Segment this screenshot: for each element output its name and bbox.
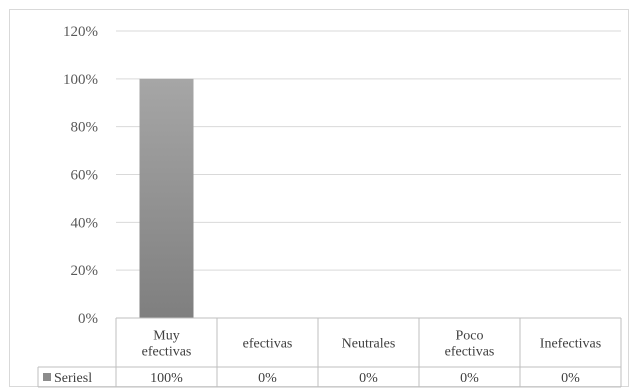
series-name: Seriesl: [54, 371, 92, 386]
bar-0: [139, 78, 194, 318]
category-label: Neutrales: [342, 337, 396, 352]
y-tick-label: 0%: [78, 311, 98, 327]
category-label: efectivas: [445, 345, 495, 360]
data-value-label: 0%: [460, 371, 479, 386]
y-tick-label: 20%: [71, 263, 99, 279]
data-value-label: 0%: [561, 371, 580, 386]
y-tick-label: 60%: [71, 168, 99, 184]
category-label: Muy: [153, 329, 179, 344]
category-label: efectivas: [243, 337, 293, 352]
data-value-label: 0%: [359, 371, 378, 386]
y-tick-label: 40%: [71, 215, 99, 231]
legend-key: [43, 373, 51, 381]
y-tick-label: 100%: [63, 72, 98, 88]
category-label: efectivas: [142, 345, 192, 360]
category-label: Poco: [456, 329, 484, 344]
chart-frame: [9, 9, 629, 387]
bars: [139, 78, 194, 318]
y-axis-tick-labels: 0% 20% 40% 60% 80% 100% 120%: [63, 24, 98, 327]
y-tick-label: 80%: [71, 120, 99, 136]
y-tick-label: 120%: [63, 24, 98, 40]
category-label: Inefectivas: [540, 337, 601, 352]
data-value-label: 0%: [258, 371, 277, 386]
data-value-label: 100%: [150, 371, 183, 386]
